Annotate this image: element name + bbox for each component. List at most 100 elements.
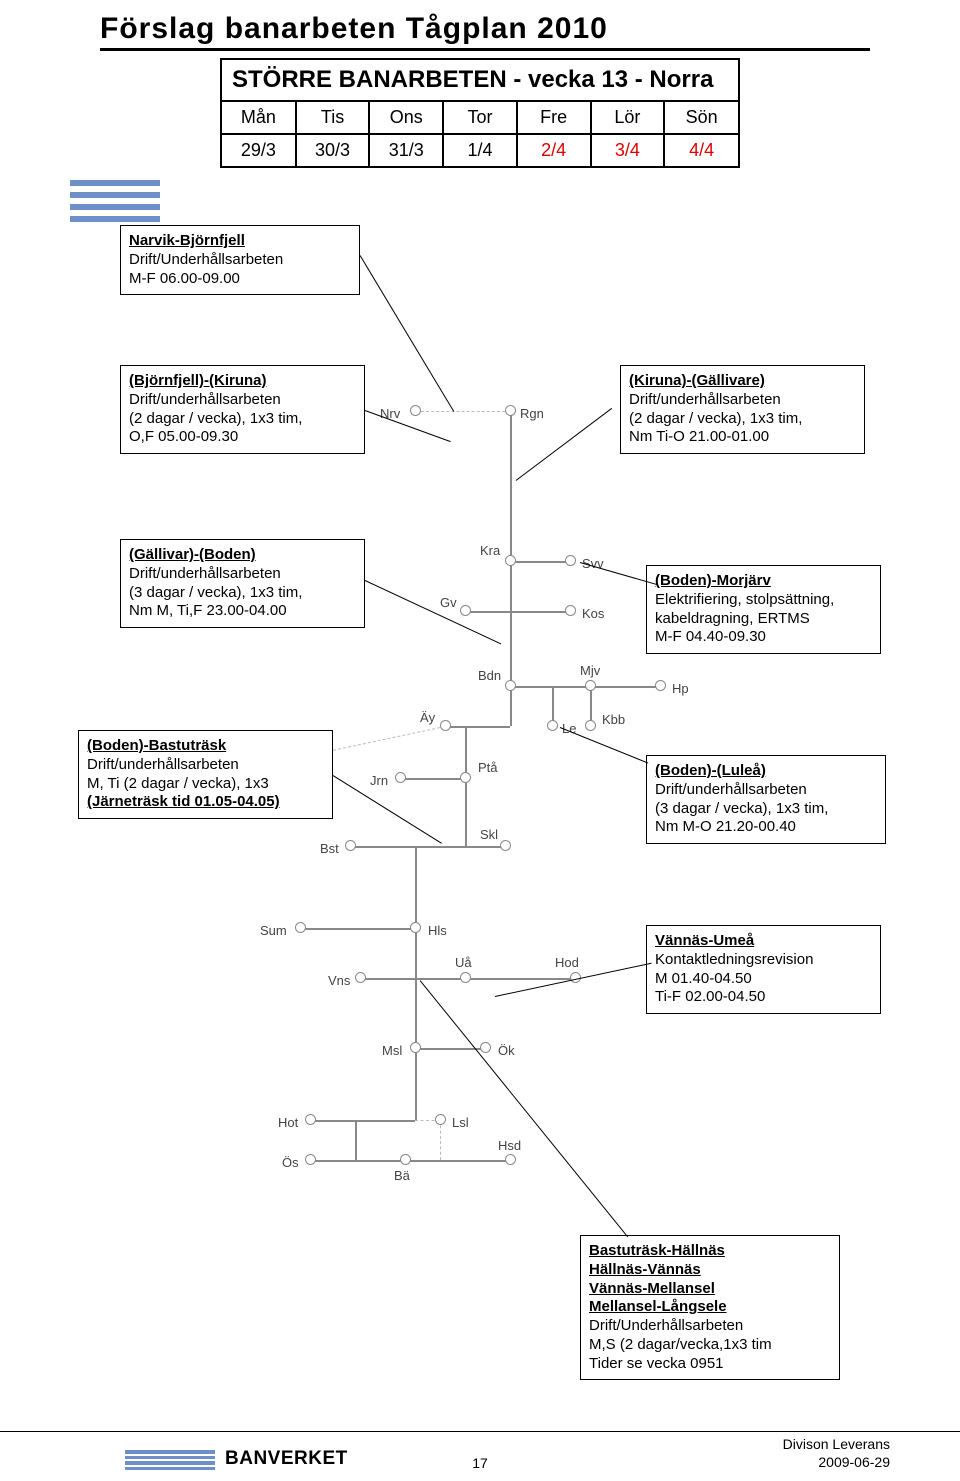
- page: Förslag banarbeten Tågplan 2010 STÖRRE B…: [0, 0, 960, 1481]
- box-title: Hällnäs-Vännäs: [589, 1261, 831, 1280]
- label-bst: Bst: [320, 841, 339, 856]
- node-hls: [410, 922, 421, 933]
- date-cell: 1/4: [443, 134, 517, 166]
- node-kos: [565, 605, 576, 616]
- label-pta: Ptå: [478, 760, 498, 775]
- label-bdn: Bdn: [478, 668, 501, 683]
- node-gv: [460, 605, 471, 616]
- label-kos: Kos: [582, 606, 604, 621]
- label-os: Ös: [282, 1155, 299, 1170]
- box-line: Drift/underhållsarbeten: [629, 391, 856, 410]
- day-cell: Tis: [296, 102, 370, 134]
- week-table: STÖRRE BANARBETEN - vecka 13 - Norra Mån…: [220, 58, 740, 168]
- node-ok: [480, 1042, 491, 1053]
- node-os: [305, 1154, 316, 1165]
- box-line: (2 dagar / vecka), 1x3 tim,: [629, 410, 856, 429]
- day-cell: Tor: [443, 102, 517, 134]
- label-mjv: Mjv: [580, 663, 600, 678]
- box-line: Drift/Underhållsarbeten: [589, 1317, 831, 1336]
- label-hod: Hod: [555, 955, 579, 970]
- label-msl: Msl: [382, 1043, 402, 1058]
- rail-line: [355, 1120, 357, 1160]
- rail-line: [440, 1120, 441, 1160]
- rail-line: [465, 611, 515, 613]
- box-bjornfjell-kiruna: (Björnfjell)-(Kiruna) Drift/underhållsar…: [120, 365, 365, 454]
- box-narvik: Narvik-Björnfjell Drift/Underhållsarbete…: [120, 225, 360, 295]
- box-title: (Boden)-Morjärv: [655, 572, 872, 591]
- date-cell: 30/3: [296, 134, 370, 166]
- box-title: (Boden)-(Luleå): [655, 762, 877, 781]
- box-title: (Gällivar)-(Boden): [129, 546, 356, 565]
- box-vannas-umea: Vännäs-Umeå Kontaktledningsrevision M 01…: [646, 925, 881, 1014]
- label-hp: Hp: [672, 681, 689, 696]
- box-line: Drift/underhållsarbeten: [655, 781, 877, 800]
- box-title: Bastuträsk-Hällnäs: [589, 1242, 831, 1261]
- label-vns: Vns: [328, 973, 350, 988]
- rail-line: [510, 561, 570, 563]
- box-line: Tider se vecka 0951: [589, 1355, 831, 1374]
- label-ok: Ök: [498, 1043, 515, 1058]
- node-vns: [355, 972, 366, 983]
- label-ba: Bä: [394, 1168, 410, 1183]
- decor-bars: [70, 180, 160, 228]
- box-line: Nm M, Ti,F 23.00-04.00: [129, 602, 356, 621]
- box-boden-lulea: (Boden)-(Luleå) Drift/underhållsarbeten …: [646, 755, 886, 844]
- rail-line: [415, 928, 417, 978]
- label-kbb: Kbb: [602, 712, 625, 727]
- day-cell: Ons: [369, 102, 443, 134]
- footer-right: Divison Leverans 2009-06-29: [783, 1435, 890, 1471]
- node-hot: [305, 1114, 316, 1125]
- rail-line: [400, 778, 465, 780]
- rail-line: [300, 928, 415, 930]
- connector: [365, 410, 451, 442]
- rail-line: [510, 611, 570, 613]
- node-hsd: [505, 1154, 516, 1165]
- rail-line: [350, 846, 510, 848]
- box-bastutrask-hallnas: Bastuträsk-Hällnäs Hällnäs-Vännäs Vännäs…: [580, 1235, 840, 1380]
- box-line: Drift/underhållsarbeten: [129, 391, 356, 410]
- node-rgn: [505, 405, 516, 416]
- footer: BANVERKET 17 Divison Leverans 2009-06-29: [0, 1431, 960, 1481]
- box-line: Kontaktledningsrevision: [655, 951, 872, 970]
- node-svv: [565, 555, 576, 566]
- box-title: (Boden)-Bastuträsk: [87, 737, 324, 756]
- rail-line: [510, 411, 512, 611]
- node-ba: [400, 1154, 411, 1165]
- box-line: (3 dagar / vecka), 1x3 tim,: [129, 584, 356, 603]
- date-cell: 4/4: [664, 134, 738, 166]
- label-lsl: Lsl: [452, 1115, 469, 1130]
- box-line: M,S (2 dagar/vecka,1x3 tim: [589, 1336, 831, 1355]
- box-line: (Järneträsk tid 01.05-04.05): [87, 793, 324, 812]
- day-cell: Fre: [517, 102, 591, 134]
- box-title: Narvik-Björnfjell: [129, 232, 351, 251]
- label-ay: Äy: [420, 710, 435, 725]
- label-gv: Gv: [440, 595, 457, 610]
- date-cell: 31/3: [369, 134, 443, 166]
- rail-line: [415, 978, 417, 1048]
- label-sum: Sum: [260, 923, 287, 938]
- node-sum: [295, 922, 306, 933]
- node-jrn: [395, 772, 406, 783]
- rail-line: [465, 726, 467, 846]
- node-kbb: [585, 720, 596, 731]
- box-title: Mellansel-Långsele: [589, 1298, 831, 1317]
- rail-line: [590, 686, 660, 688]
- box-line: M-F 06.00-09.00: [129, 270, 351, 289]
- rail-line: [415, 846, 417, 928]
- box-line: Ti-F 02.00-04.50: [655, 988, 872, 1007]
- node-skl: [500, 840, 511, 851]
- box-boden-bastutrask: (Boden)-Bastuträsk Drift/underhållsarbet…: [78, 730, 333, 819]
- day-cell: Sön: [664, 102, 738, 134]
- node-ay: [440, 720, 451, 731]
- node-hp: [655, 680, 666, 691]
- rail-line: [510, 611, 512, 726]
- node-kra: [505, 555, 516, 566]
- day-cell: Lör: [591, 102, 665, 134]
- box-gallivar-boden: (Gällivar)-(Boden) Drift/underhållsarbet…: [120, 539, 365, 628]
- title-underline: [100, 48, 870, 51]
- node-pta: [460, 772, 471, 783]
- label-hls: Hls: [428, 923, 447, 938]
- label-hsd: Hsd: [498, 1138, 521, 1153]
- label-jrn: Jrn: [370, 773, 388, 788]
- rail-line: [310, 1120, 415, 1122]
